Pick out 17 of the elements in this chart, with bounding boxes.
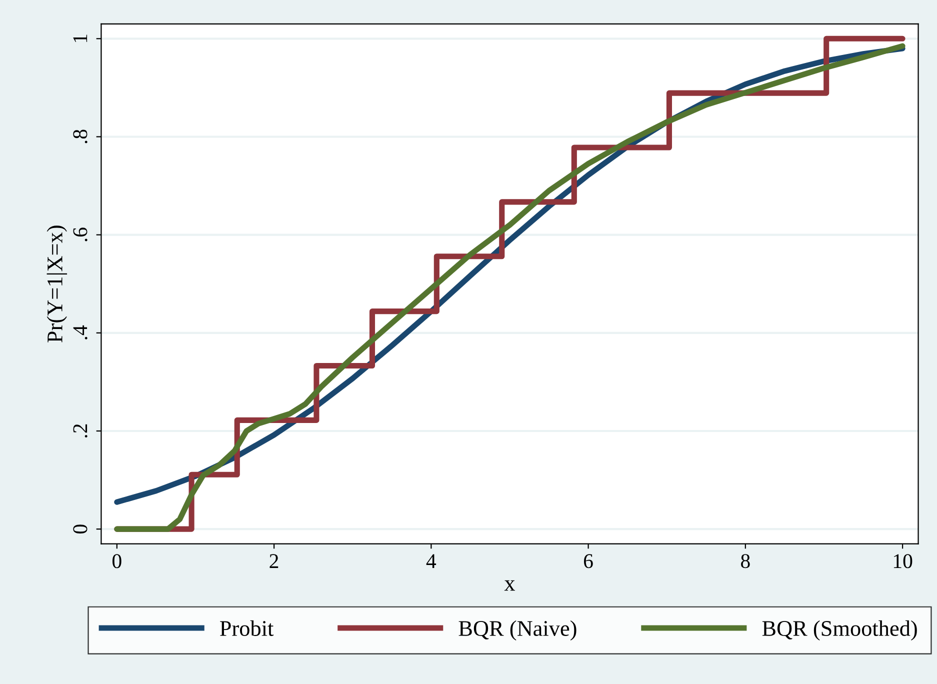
x-tick-label: 0: [112, 554, 122, 568]
y-tick-label: .8: [73, 130, 88, 144]
y-tick-label: .4: [73, 325, 88, 340]
x-tick-label: 6: [584, 554, 593, 568]
legend-label: BQR (Smoothed): [762, 620, 917, 640]
x-tick-label: 10: [894, 554, 912, 568]
x-tick-label: 8: [741, 554, 750, 568]
x-tick-label: 2: [270, 554, 278, 568]
y-tick-label: 1: [73, 34, 88, 42]
y-tick-label: .2: [73, 424, 88, 438]
x-axis-title: x: [504, 580, 516, 591]
y-tick-label: .6: [73, 228, 88, 242]
x-tick-label: 4: [426, 554, 436, 568]
y-tick-label: 0: [73, 524, 88, 534]
y-axis-title: Pr(Y=1|X=x): [46, 226, 68, 342]
legend-label: BQR (Naive): [458, 620, 576, 640]
legend-label: Probit: [220, 620, 274, 636]
